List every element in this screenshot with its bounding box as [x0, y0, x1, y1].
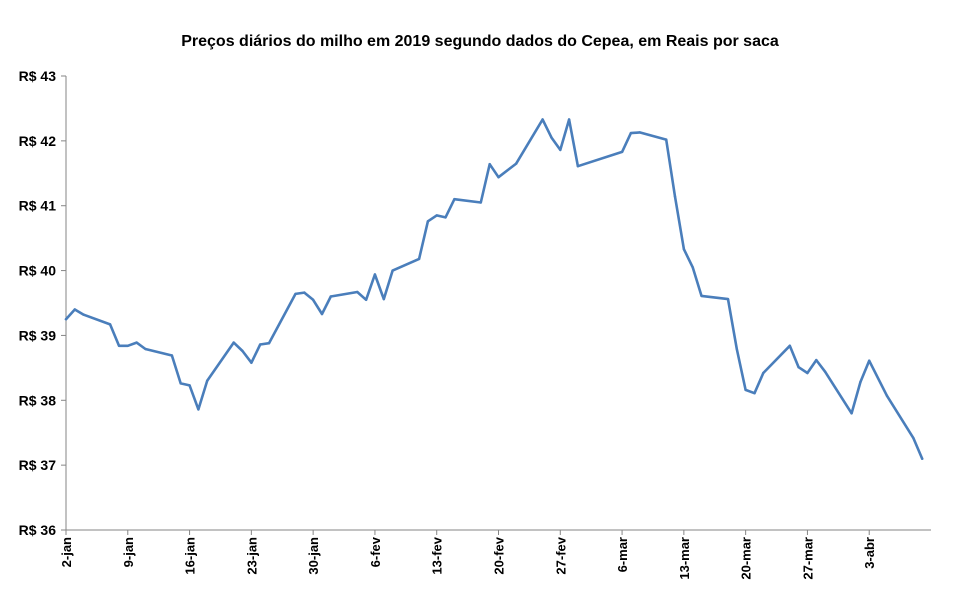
- data-point: [135, 341, 138, 344]
- x-tick-label: 6-mar: [615, 537, 630, 572]
- data-point: [73, 308, 77, 311]
- data-point: [665, 138, 668, 141]
- x-tick-label: 27-mar: [800, 537, 815, 580]
- y-tick-label: R$ 43: [19, 68, 57, 84]
- data-point: [188, 384, 191, 387]
- y-tick-label: R$ 42: [19, 133, 57, 149]
- data-point: [303, 291, 306, 294]
- data-point: [559, 148, 562, 152]
- data-point: [806, 371, 809, 375]
- data-point: [250, 361, 253, 364]
- series-group: [64, 118, 924, 461]
- x-tick-label: 20-fev: [492, 536, 507, 574]
- data-point: [753, 392, 756, 395]
- y-axis: R$ 36 R$ 37 R$ 38 R$ 39 R$ 40 R$ 41 R$ 42 R$ 43: [19, 68, 67, 538]
- x-tick-label: 20-mar: [739, 537, 754, 580]
- x-tick-label: 16-jan: [183, 537, 198, 575]
- x-tick-label: 13-fev: [430, 536, 445, 574]
- data-point: [815, 358, 818, 362]
- data-point: [550, 136, 553, 139]
- data-point: [444, 216, 447, 219]
- data-point: [179, 382, 182, 385]
- data-point: [329, 295, 332, 298]
- data-point: [435, 214, 438, 217]
- data-point: [117, 344, 121, 347]
- data-point: [417, 257, 421, 261]
- data-point: [144, 347, 147, 351]
- data-point: [788, 344, 791, 347]
- data-point: [108, 323, 112, 326]
- data-point: [691, 266, 694, 269]
- data-point: [541, 118, 544, 121]
- data-point: [206, 379, 209, 382]
- data-point: [426, 220, 430, 223]
- data-point: [197, 408, 200, 411]
- y-tick-label: R$ 40: [19, 263, 57, 279]
- x-tick-label: 2-jan: [59, 537, 74, 567]
- data-point: [682, 248, 686, 251]
- data-point: [373, 273, 377, 276]
- data-point: [762, 371, 765, 375]
- y-tick-label: R$ 37: [19, 457, 57, 473]
- x-tick-label: 6-fev: [368, 536, 383, 567]
- data-point: [823, 370, 827, 373]
- x-tick-label: 3-abr: [862, 537, 877, 569]
- data-point: [453, 198, 456, 201]
- data-point: [170, 354, 174, 357]
- series-line: [64, 118, 924, 461]
- data-point: [320, 312, 324, 316]
- data-point: [382, 297, 385, 301]
- y-tick-label: R$ 41: [19, 198, 57, 214]
- data-point: [735, 347, 738, 351]
- data-point: [744, 388, 747, 392]
- data-point: [515, 162, 518, 165]
- data-point: [620, 150, 624, 154]
- data-point: [850, 412, 853, 415]
- data-point: [488, 163, 491, 166]
- data-point: [797, 366, 800, 369]
- x-tick-label: 23-jan: [244, 537, 259, 575]
- x-tick-label: 13-mar: [677, 537, 692, 580]
- data-point: [859, 380, 862, 384]
- chart-title: Preços diários do milho em 2019 segundo …: [181, 33, 779, 50]
- x-tick-label: 27-fev: [553, 536, 568, 574]
- data-point: [294, 292, 297, 296]
- x-axis: 2-jan 9-jan 16-jan 23-jan 30-jan 6-fev 13-fev 2…: [59, 529, 931, 580]
- data-point: [700, 294, 703, 298]
- y-tick-label: R$ 39: [19, 327, 57, 343]
- data-point: [391, 269, 394, 272]
- x-tick-label: 9-jan: [121, 537, 136, 567]
- data-point: [82, 313, 85, 316]
- data-point: [311, 298, 315, 301]
- data-point: [241, 349, 244, 353]
- data-point: [629, 131, 633, 135]
- y-tick-label: R$ 38: [19, 392, 57, 408]
- data-point: [726, 297, 730, 301]
- data-point: [64, 318, 68, 321]
- data-point: [576, 165, 580, 168]
- data-point: [126, 344, 129, 347]
- data-point: [638, 131, 641, 134]
- x-tick-label: 30-jan: [306, 537, 321, 575]
- data-point: [567, 118, 571, 121]
- data-point: [267, 342, 271, 345]
- data-point: [356, 290, 359, 294]
- data-point: [912, 436, 915, 440]
- data-point: [497, 176, 500, 179]
- data-point: [232, 341, 235, 344]
- data-point: [868, 359, 871, 362]
- data-point: [885, 394, 889, 397]
- y-tick-label: R$ 36: [19, 522, 57, 538]
- data-point: [673, 195, 677, 198]
- data-point: [479, 201, 482, 204]
- data-point: [921, 457, 924, 460]
- data-point: [364, 298, 368, 301]
- data-point: [259, 343, 262, 346]
